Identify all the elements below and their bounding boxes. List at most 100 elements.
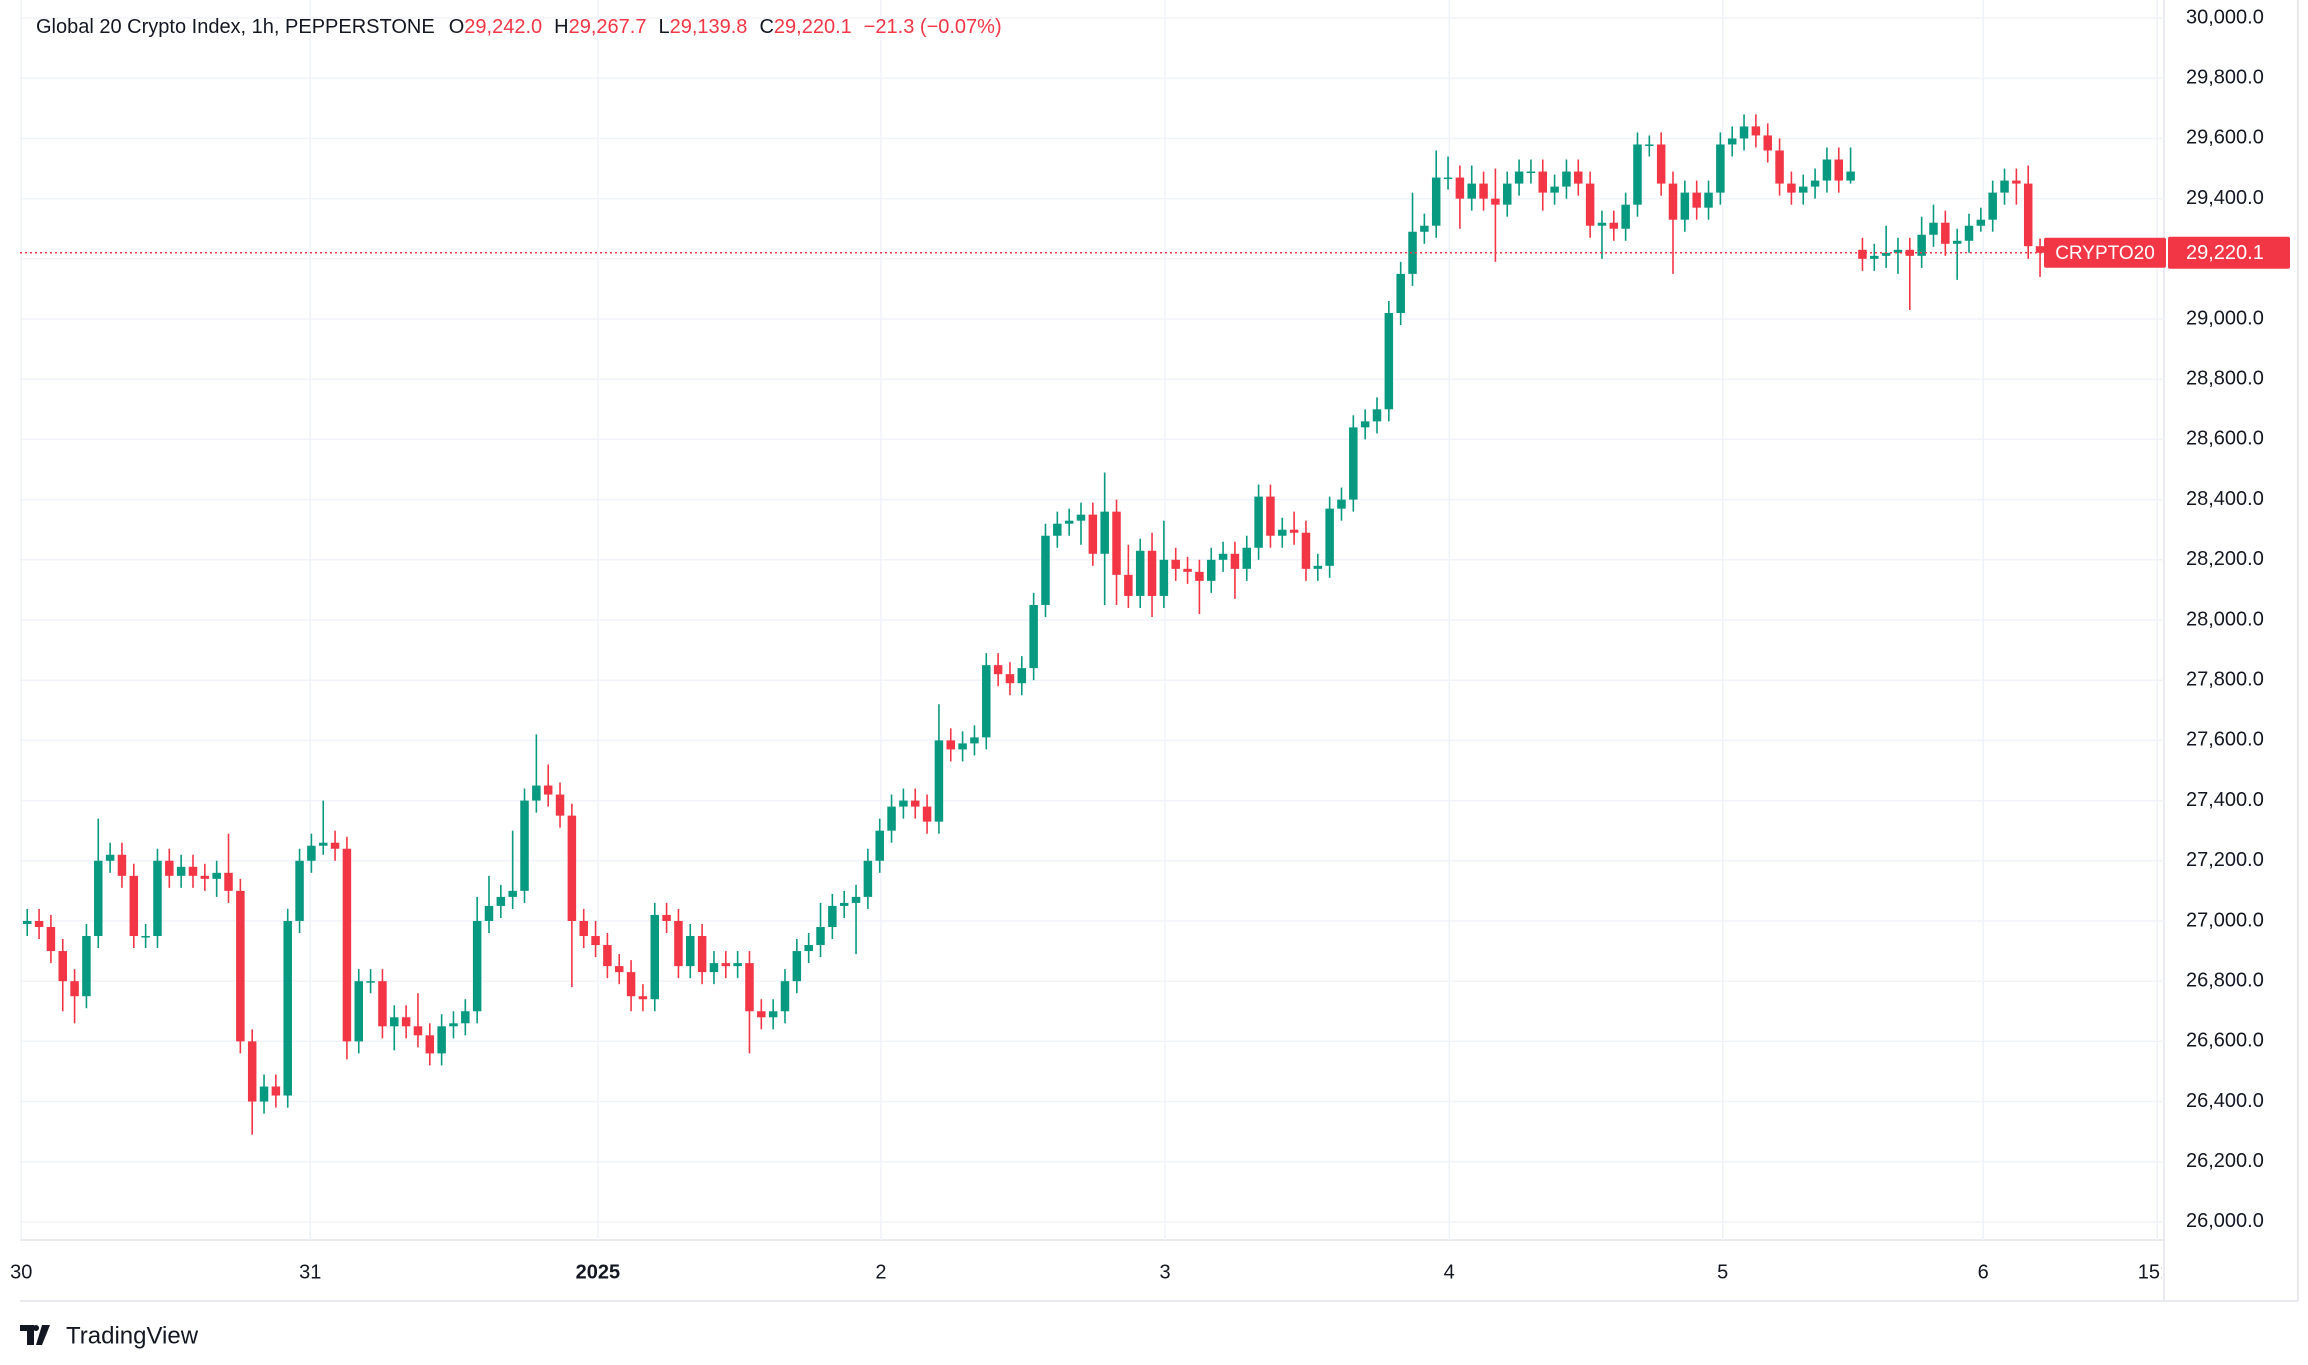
logo-mark (20, 1325, 50, 1345)
candle-body (1692, 192, 1701, 208)
candle-body (1680, 192, 1690, 220)
candle-body (922, 806, 932, 822)
y-tick-label: 26,600.0 (2186, 1030, 2264, 1052)
candle-body (1645, 144, 1654, 146)
y-tick-label: 26,000.0 (2186, 1210, 2264, 1232)
ohlc-value: 29,220.1 (773, 16, 852, 38)
x-tick-label: 6 (1978, 1261, 1989, 1283)
candle-body (1431, 177, 1441, 226)
candle-body (1360, 421, 1370, 428)
candle-body (153, 860, 162, 937)
symbol-badge: CRYPTO20 (2055, 243, 2155, 264)
candle-body (1929, 222, 1938, 235)
candle-body (543, 785, 553, 795)
candle-body (1396, 273, 1405, 314)
candle-body (1514, 171, 1524, 184)
candle-body (1905, 249, 1915, 256)
candle-body (1124, 574, 1133, 596)
candle-body (1467, 183, 1476, 199)
candle-body (1005, 674, 1015, 684)
x-tick-label: 2025 (576, 1261, 621, 1283)
candle-body (946, 740, 956, 750)
candle-body (378, 981, 387, 1027)
x-tick-label: 2 (875, 1261, 886, 1283)
candle-body (1858, 249, 1867, 259)
candle-body (591, 936, 600, 946)
logo (20, 1325, 50, 1345)
ohlc-value: 29,139.8 (669, 16, 748, 38)
y-tick-label: 28,800.0 (2186, 368, 2264, 390)
candle-body (863, 860, 873, 897)
y-tick-label: 27,000.0 (2186, 909, 2264, 931)
candle-body (1526, 171, 1536, 174)
price-badge: 29,220.1 (2186, 242, 2264, 264)
candle-body (887, 806, 896, 831)
candle-body (1313, 565, 1323, 569)
candle-body (1798, 186, 1808, 193)
x-tick-label: 31 (299, 1261, 321, 1283)
y-tick-label: 29,400.0 (2186, 187, 2264, 209)
y-tick-label: 28,400.0 (2186, 488, 2264, 510)
y-tick-label: 28,600.0 (2186, 428, 2264, 450)
candle-body (461, 1011, 470, 1024)
candle-body (295, 860, 304, 921)
candle-body (82, 936, 91, 997)
candle-body (2035, 246, 2045, 253)
candle-body (993, 665, 1003, 675)
candle-body (638, 996, 648, 1000)
candle-body (1325, 508, 1334, 566)
ohlc-value: 29,267.7 (568, 16, 647, 38)
candle-body (1337, 499, 1346, 509)
candle-body (22, 920, 32, 924)
y-tick-label: 29,800.0 (2186, 67, 2264, 89)
candle-body (579, 920, 588, 937)
candle-body (1230, 553, 1240, 569)
candle-body (875, 830, 884, 861)
candle-body (757, 1011, 766, 1018)
candle-body (1088, 514, 1098, 554)
ohlc-key: L (658, 16, 670, 38)
candle-body (1941, 222, 1950, 244)
candle-body (307, 845, 316, 861)
candle-body (1822, 159, 1832, 181)
candle-body (1029, 604, 1038, 669)
candle-body (425, 1035, 435, 1054)
candle-body (520, 800, 529, 891)
x-tick-label: 5 (1717, 1261, 1728, 1283)
candle-body (259, 1086, 269, 1102)
candle-body (1278, 529, 1287, 536)
candle-body (1834, 159, 1844, 181)
candle-body (1218, 553, 1228, 560)
x-tick-label: 15:3 (2138, 1261, 2177, 1283)
candle-body (721, 963, 731, 967)
candle-body (342, 848, 352, 1042)
candle-body (1751, 126, 1761, 136)
candle-body (1206, 559, 1216, 581)
candle-body (626, 972, 636, 997)
candle-body (614, 966, 624, 973)
change: −21.3 (−0.07%) (863, 16, 1002, 38)
candle-body (982, 665, 991, 738)
y-tick-label: 27,600.0 (2186, 729, 2264, 751)
candle-body (366, 981, 375, 983)
candle-body (1372, 409, 1382, 422)
candle-body (1420, 225, 1429, 232)
candle-body (1017, 668, 1027, 684)
candle-body (46, 926, 56, 952)
candle-body (1550, 186, 1559, 193)
candle-body (1716, 144, 1725, 193)
candle-body (662, 914, 671, 921)
ohlc-value: 29,242.0 (464, 16, 543, 38)
candle-body (603, 945, 612, 967)
ohlc-key: C (759, 16, 774, 38)
candle-body (236, 890, 245, 1042)
candle-body (697, 936, 707, 973)
candle-body (804, 945, 813, 952)
candle-body (839, 902, 849, 906)
candle-body (1846, 171, 1855, 181)
y-tick-label: 29,000.0 (2186, 307, 2264, 329)
candle-body (94, 860, 103, 937)
candle-body (472, 920, 482, 1012)
y-tick-label: 28,000.0 (2186, 608, 2264, 630)
candle-body (508, 890, 517, 897)
